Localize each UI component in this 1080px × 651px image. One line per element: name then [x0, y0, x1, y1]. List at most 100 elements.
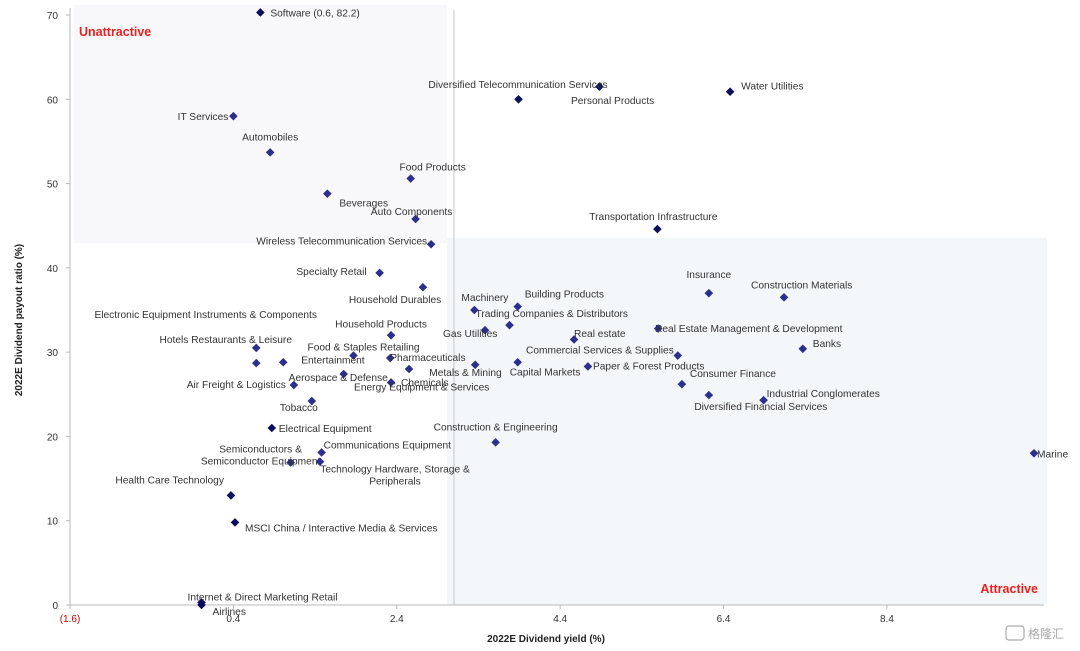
data-point-marker	[514, 94, 523, 104]
y-tick-label: 60	[47, 95, 59, 106]
data-point-label: Industrial Conglomerates	[767, 389, 880, 400]
data-point-marker	[386, 330, 396, 340]
data-point-label: Construction & Engineering	[434, 422, 558, 433]
data-point-label: Health Care Technology	[115, 475, 224, 486]
data-point-label-line: Semiconductors &	[219, 445, 302, 456]
x-tick-label: (1.6)	[60, 614, 81, 625]
data-point-marker	[286, 458, 295, 467]
data-point-marker	[704, 390, 714, 400]
data-point-label: Internet & Direct Marketing Retail	[188, 592, 338, 603]
data-point-marker	[759, 395, 768, 405]
data-point-marker	[197, 600, 206, 610]
x-tick-label: 8.4	[880, 614, 894, 625]
data-point-label: Specialty Retail	[296, 267, 366, 278]
data-point-marker	[251, 358, 261, 368]
data-point-label: Software (0.6, 82.2)	[270, 8, 359, 19]
data-point-label: MSCI China / Interactive Media & Service…	[245, 523, 438, 534]
data-point-marker	[653, 324, 663, 333]
data-point-label: Tobacco	[280, 403, 318, 414]
x-tick-label: 2.4	[390, 614, 404, 625]
data-point-marker	[470, 360, 480, 370]
data-point-label: Energy Equipment & Services	[354, 382, 489, 393]
data-point-marker	[513, 302, 522, 311]
data-point-marker	[426, 239, 436, 249]
y-tick-label: 0	[52, 601, 58, 612]
data-point-label: Air Freight & Logistics	[187, 380, 286, 391]
y-tick-label: 20	[47, 432, 59, 443]
watermark-logo-icon	[1005, 625, 1025, 641]
data-point-label: Food Products	[400, 163, 466, 174]
data-point-label: Real Estate Management & Development	[655, 324, 843, 335]
data-point-label: Trading Companies & Distributors	[476, 309, 629, 320]
x-tick-label: 4.4	[553, 614, 567, 625]
quadrant-label-unattractive: Unattractive	[79, 25, 151, 39]
data-point-label: Construction Materials	[751, 280, 852, 291]
data-point-marker	[704, 288, 714, 298]
data-point-label: Water Utilities	[741, 82, 803, 93]
data-point-marker	[317, 448, 326, 457]
data-point-label: Personal Products	[571, 96, 654, 107]
data-point-marker	[256, 8, 265, 17]
data-point-marker	[307, 396, 317, 406]
data-point-marker	[375, 268, 384, 278]
data-point-label: Household Durables	[349, 295, 441, 306]
data-point-label: Pharmaceuticals	[390, 353, 465, 364]
data-point-label: Marine	[1037, 449, 1068, 460]
data-point-marker	[480, 325, 490, 335]
data-point-marker	[513, 357, 522, 367]
data-point-marker	[798, 344, 808, 354]
data-point-marker	[470, 305, 479, 315]
data-point-label: IT Services	[178, 112, 229, 123]
data-point-label: Commercial Services & Supplies	[526, 346, 674, 357]
data-point-label: Hotels Restaurants & Leisure	[159, 335, 292, 346]
data-point-marker	[251, 343, 261, 353]
data-point-label: Paper & Forest Products	[593, 361, 705, 372]
data-point-marker	[418, 282, 428, 292]
data-point-label-line: Technology Hardware, Storage &	[320, 465, 470, 476]
data-point-marker	[406, 174, 415, 183]
data-point-label: Insurance	[686, 270, 731, 281]
data-point-marker	[315, 457, 325, 467]
data-point-label-line: Semiconductor Equipment	[201, 457, 321, 468]
data-point-label: Food & Staples Retailing	[307, 343, 419, 354]
data-point-label: Entertainment	[301, 355, 365, 366]
data-point-marker	[289, 380, 299, 390]
data-point-marker	[349, 351, 358, 360]
data-point-marker	[411, 214, 420, 224]
quadrant-label-attractive: Attractive	[980, 582, 1038, 596]
data-point-marker	[505, 320, 514, 330]
data-point-marker	[404, 364, 414, 374]
watermark-text: 格隆汇	[1028, 626, 1064, 641]
x-tick-label: 0.4	[226, 614, 240, 625]
data-point-label: Wireless Telecommunication Services	[256, 236, 427, 247]
y-tick-label: 50	[47, 180, 59, 191]
data-point-label: Banks	[813, 339, 841, 350]
data-point-marker	[230, 518, 240, 527]
data-point-label: Building Products	[525, 290, 604, 301]
x-axis-title: 2022E Dividend yield (%)	[487, 634, 605, 645]
data-point-label: Beverages	[339, 199, 388, 210]
y-tick-label: 40	[47, 264, 59, 275]
data-point-marker	[725, 87, 735, 96]
data-point-label: Capital Markets	[510, 367, 581, 378]
data-point-label: Electrical Equipment	[279, 424, 372, 435]
data-point-label: Electronic Equipment Instruments & Compo…	[94, 310, 317, 321]
data-point-label: Automobiles	[242, 132, 298, 143]
data-point-marker	[226, 491, 236, 500]
data-point-marker	[653, 224, 662, 234]
data-point-label: Chemicals	[401, 378, 449, 389]
y-tick-label: 70	[47, 11, 59, 22]
y-tick-label: 10	[47, 517, 59, 528]
data-point-marker	[323, 189, 332, 198]
data-point-label: Transportation Infrastructure	[589, 212, 717, 223]
data-point-label: Gas Utilities	[443, 329, 497, 340]
data-point-label-line: Peripherals	[369, 477, 421, 488]
data-point-label: Diversified Financial Services	[694, 402, 827, 413]
data-point-marker	[779, 293, 789, 302]
data-point-marker	[385, 353, 395, 363]
data-point-marker	[386, 378, 396, 387]
data-point-label: Metals & Mining	[429, 368, 502, 379]
data-point-label: Diversified Telecommunication Services	[428, 80, 607, 91]
data-point-label: Aerospace & Defense	[289, 373, 388, 384]
data-point-label: Airlines	[213, 607, 246, 618]
